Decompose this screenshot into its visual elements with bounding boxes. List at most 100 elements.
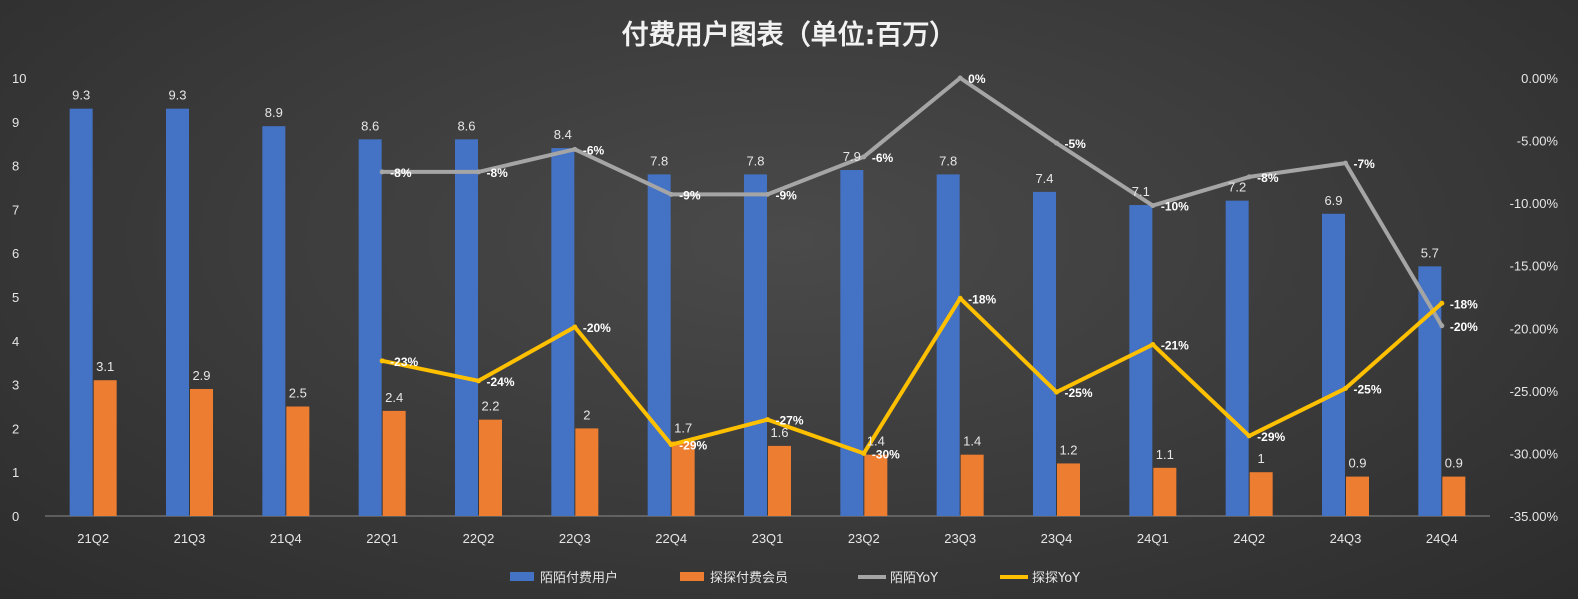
x-tick-label: 24Q4 bbox=[1426, 531, 1458, 546]
bar-value-label: 3.1 bbox=[96, 359, 114, 374]
bar-value-label: 1.4 bbox=[867, 434, 885, 449]
tantan-paid-members-bar bbox=[382, 410, 406, 516]
tantan-paid-members-bar bbox=[1442, 476, 1466, 516]
bar-value-label: 2.2 bbox=[481, 399, 499, 414]
bar-value-label: 1.1 bbox=[1156, 447, 1174, 462]
tantan-yoy-line bbox=[380, 296, 1444, 456]
momo-yoy-point bbox=[379, 169, 385, 175]
y-left-tick-label: 1 bbox=[12, 465, 19, 480]
momo-paid-users-bar bbox=[744, 174, 767, 517]
momo-paid-users-bar bbox=[358, 139, 382, 516]
x-tick-label: 23Q1 bbox=[752, 531, 784, 546]
tantan-paid-members-bar bbox=[479, 419, 502, 516]
yoy-value-label: -25% bbox=[1065, 386, 1093, 400]
y-right-tick-label: -10.00% bbox=[1510, 196, 1559, 211]
momo-yoy-point bbox=[861, 154, 867, 160]
tantan-paid-members-bar bbox=[1249, 472, 1273, 516]
bar-value-label: 8.9 bbox=[265, 105, 283, 120]
yoy-value-label: -27% bbox=[776, 414, 804, 428]
x-tick-label: 21Q2 bbox=[77, 531, 109, 546]
yoy-value-label: -7% bbox=[1354, 157, 1376, 171]
momo-yoy-point bbox=[1246, 174, 1252, 180]
yoy-value-label: -6% bbox=[872, 151, 894, 165]
bar-value-label: 0.9 bbox=[1445, 456, 1463, 471]
x-tick-label: 21Q3 bbox=[174, 531, 206, 546]
bar-value-label: 7.1 bbox=[1132, 184, 1150, 199]
bar-value-label: 2.5 bbox=[289, 386, 307, 401]
y-right-tick-label: -5.00% bbox=[1517, 134, 1559, 149]
momo-yoy-line bbox=[380, 76, 1444, 328]
momo-yoy-point bbox=[957, 75, 963, 81]
momo-paid-users-bar bbox=[1033, 191, 1056, 516]
bar-value-label: 2.9 bbox=[192, 368, 210, 383]
tantan-yoy-point bbox=[572, 324, 578, 330]
data-labels: 9.3 9.3 8.9 8.6 8.6 8.4 7.8 7.8 7.9 7.8 7.4 7.1 7.2 6… bbox=[72, 72, 1478, 471]
y-left-tick-label: 9 bbox=[12, 115, 19, 130]
bar-value-label: 7.8 bbox=[746, 153, 764, 168]
bar-value-label: 6.9 bbox=[1324, 193, 1342, 208]
bar-value-label: 1.4 bbox=[963, 434, 981, 449]
momo-paid-users-bar bbox=[1129, 205, 1153, 516]
legend-label: 探探YoY bbox=[1032, 571, 1080, 586]
bar-value-label: 7.9 bbox=[843, 149, 861, 164]
bar-value-label: 2.4 bbox=[385, 390, 403, 405]
momo-yoy-point bbox=[1054, 140, 1059, 146]
tantan-paid-members-bar bbox=[671, 441, 695, 516]
yoy-value-label: -24% bbox=[487, 375, 515, 389]
chart-title: 付费用户图表（单位:百万） bbox=[622, 19, 957, 51]
tantan-yoy-point bbox=[861, 450, 867, 456]
y-right-tick-label: -35.00% bbox=[1510, 509, 1559, 524]
momo-paid-users-bar bbox=[262, 126, 286, 517]
yoy-value-label: -23% bbox=[390, 355, 418, 369]
bar-value-label: 1.6 bbox=[770, 425, 788, 440]
momo-paid-users-bar bbox=[647, 174, 671, 517]
tantan-yoy-point bbox=[957, 295, 963, 301]
yoy-value-label: 0% bbox=[968, 72, 986, 86]
momo-yoy-point bbox=[1150, 203, 1156, 209]
yoy-value-label: -8% bbox=[1257, 171, 1279, 185]
momo-paid-users-bar bbox=[166, 108, 189, 516]
yoy-value-label: -8% bbox=[487, 166, 509, 180]
yoy-value-label: -29% bbox=[1257, 430, 1285, 444]
x-tick-label: 21Q4 bbox=[270, 531, 302, 546]
yoy-value-label: -18% bbox=[968, 292, 996, 306]
x-tick-label: 23Q4 bbox=[1041, 531, 1073, 546]
y-left-tick-label: 10 bbox=[12, 71, 26, 86]
bar-value-label: 5.7 bbox=[1421, 245, 1439, 260]
yoy-value-label: -8% bbox=[390, 166, 412, 180]
y-left-tick-label: 2 bbox=[12, 421, 19, 436]
x-tick-label: 23Q2 bbox=[848, 531, 880, 546]
bar-value-label: 9.3 bbox=[168, 88, 186, 103]
bar-value-label: 0.9 bbox=[1348, 456, 1366, 471]
momo-yoy-point bbox=[1439, 323, 1445, 329]
y-right-tick-label: 0.00% bbox=[1521, 71, 1558, 86]
momo-paid-users-bar bbox=[840, 169, 864, 517]
y-left-tick-label: 6 bbox=[12, 246, 19, 261]
momo-paid-users-bar bbox=[936, 174, 960, 517]
yoy-value-label: -20% bbox=[1450, 320, 1478, 334]
legend: 陌陌付费用户 探探付费会员 陌陌YoY 探探YoY bbox=[510, 570, 1080, 586]
momo-paid-users-bar bbox=[1322, 213, 1345, 516]
bar-value-label: 7.4 bbox=[1035, 171, 1053, 186]
tantan-paid-members-bar bbox=[575, 428, 599, 516]
yoy-value-label: -10% bbox=[1161, 200, 1189, 214]
tantan-paid-members-bar bbox=[864, 454, 888, 516]
bars bbox=[69, 108, 1466, 517]
tantan-yoy-point bbox=[765, 417, 770, 423]
legend-label: 探探付费会员 bbox=[710, 571, 788, 586]
tantan-yoy-point bbox=[1246, 433, 1252, 439]
bar-value-label: 1.7 bbox=[674, 421, 692, 436]
bar-value-label: 8.6 bbox=[361, 118, 379, 133]
yoy-value-label: -30% bbox=[872, 447, 900, 461]
bar-value-label: 7.8 bbox=[650, 153, 668, 168]
tantan-paid-members-bar bbox=[1346, 476, 1369, 516]
tantan-paid-members-bar bbox=[190, 388, 213, 516]
momo-paid-users-bar bbox=[455, 139, 478, 516]
axes: 0 1 2 3 4 5 6 7 8 9 10 0.00% -5.00% -10.00% -15.00% -20… bbox=[12, 71, 1558, 546]
legend-label: 陌陌YoY bbox=[890, 571, 938, 586]
bar-value-label: 2 bbox=[583, 407, 590, 422]
tantan-paid-members-bar bbox=[1153, 467, 1177, 516]
tantan-yoy-point bbox=[379, 358, 385, 364]
